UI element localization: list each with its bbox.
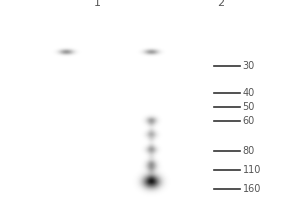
Text: 40: 40	[243, 88, 255, 98]
Text: 160: 160	[243, 184, 261, 194]
Text: 1: 1	[94, 0, 101, 8]
Text: 110: 110	[243, 165, 261, 175]
Text: 2: 2	[217, 0, 224, 8]
Text: 60: 60	[243, 116, 255, 126]
Text: 80: 80	[243, 146, 255, 156]
Text: 50: 50	[243, 102, 255, 112]
Text: 30: 30	[243, 61, 255, 71]
